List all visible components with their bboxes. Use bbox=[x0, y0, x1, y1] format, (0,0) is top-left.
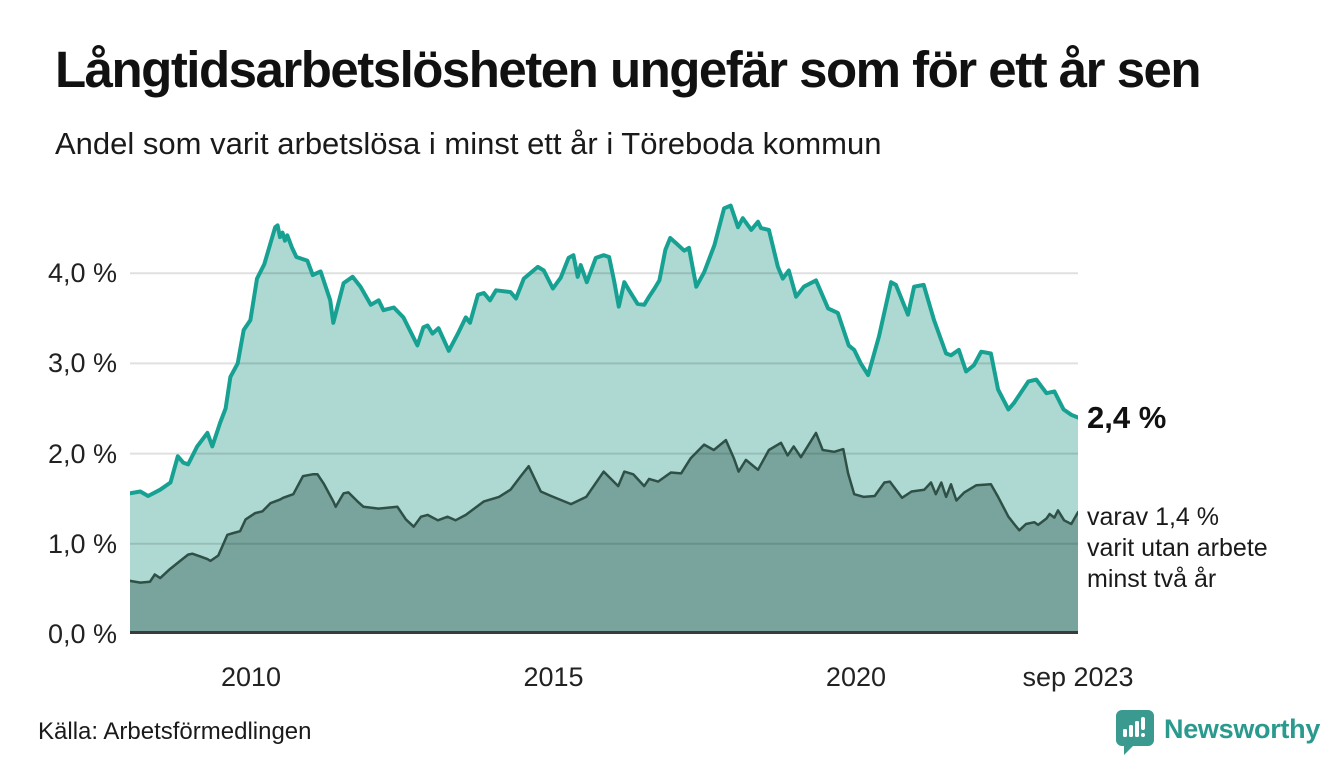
newsworthy-icon bbox=[1116, 710, 1154, 755]
series-area-1 bbox=[130, 432, 1078, 634]
newsworthy-logo: Newsworthy bbox=[1114, 709, 1320, 755]
series-line-0 bbox=[130, 203, 1078, 498]
y-tick-label: 4,0 % bbox=[47, 258, 117, 289]
y-tick-label: 3,0 % bbox=[47, 348, 117, 379]
y-tick-label: 1,0 % bbox=[47, 528, 117, 559]
chart-plot-area bbox=[130, 203, 1078, 634]
page-title: Långtidsarbetslösheten ungefär som för e… bbox=[55, 41, 1202, 98]
x-tick-label: 2015 bbox=[523, 662, 584, 692]
series-line-1 bbox=[130, 431, 1078, 584]
newsworthy-wordmark: Newsworthy bbox=[1164, 714, 1321, 744]
x-tick-label: 2010 bbox=[220, 662, 282, 692]
y-tick-label: 0,0 % bbox=[47, 619, 117, 649]
y-tick-label: 2,0 % bbox=[47, 438, 117, 469]
source-text: Källa: Arbetsförmedlingen bbox=[38, 718, 312, 745]
secondary-annotation: varav 1,4 % varit utan arbete minst två … bbox=[1087, 503, 1268, 594]
chart-subtitle: Andel som varit arbetslösa i minst ett å… bbox=[55, 126, 882, 161]
x-tick-label: 2020 bbox=[825, 662, 886, 692]
end-value-annotation: 2,4 % bbox=[1087, 399, 1167, 435]
x-tick-label: sep 2023 bbox=[1022, 662, 1134, 692]
